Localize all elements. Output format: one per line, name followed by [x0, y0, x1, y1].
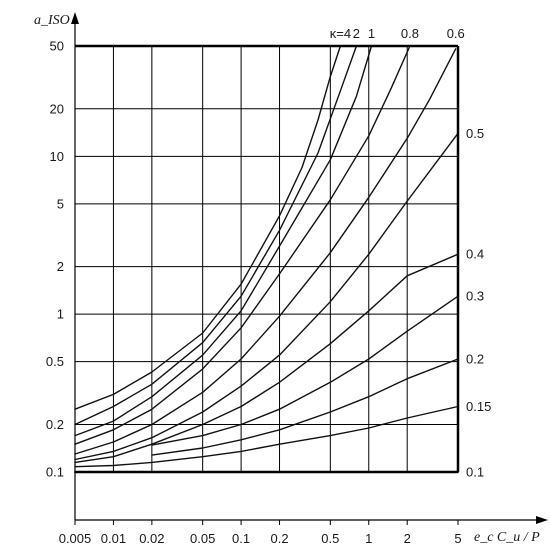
series-label: κ=4: [330, 26, 351, 41]
series-label: 0.2: [466, 351, 484, 366]
series-label: 0.1: [466, 465, 484, 480]
series-label: 2: [353, 26, 360, 41]
series-label: 1: [368, 26, 375, 41]
series-line: [74, 253, 459, 464]
series-line: [74, 48, 457, 455]
series-line: [151, 358, 459, 456]
series-labels: κ=4 2 1 0.8 0.6 0.5 0.4 0.3 0.2 0.15 0.1: [330, 26, 492, 480]
x-tick-label: 0.1: [232, 531, 250, 546]
x-tick-label: 0.05: [190, 531, 215, 546]
axes: [71, 12, 548, 525]
plot-frame: [75, 44, 460, 474]
y-axis-label: a_ISO: [34, 13, 70, 28]
x-tick-label: 0.5: [321, 531, 339, 546]
x-axis-label: e_c C_u / P: [474, 530, 540, 545]
series-line: [151, 295, 459, 446]
series-label: 0.5: [466, 126, 484, 141]
y-axis-arrow: [71, 12, 79, 24]
series-line: [74, 45, 342, 410]
series-label: 0.15: [466, 399, 491, 414]
y-tick-label: 0.1: [46, 465, 64, 480]
x-tick-label: 0.2: [270, 531, 288, 546]
series-line: [74, 45, 358, 426]
y-tick-label: 5: [57, 196, 64, 211]
y-tick-label: 2: [57, 259, 64, 274]
series-line: [74, 405, 459, 468]
x-tick-label: 5: [454, 531, 461, 546]
y-tick-label: 50: [50, 39, 64, 54]
series-label: 0.4: [466, 247, 484, 262]
x-tick-label: 0.01: [101, 531, 126, 546]
x-tick-label: 0.005: [59, 531, 92, 546]
series-line: [74, 45, 373, 437]
series-label: 0.3: [466, 289, 484, 304]
series-line: [74, 132, 459, 461]
x-tick-label: 2: [404, 531, 411, 546]
x-tick-label: 0.02: [139, 531, 164, 546]
x-tick-label: 1: [365, 531, 372, 546]
series-label: 0.8: [401, 26, 419, 41]
y-tick-label: 0.2: [46, 417, 64, 432]
series-line: [74, 45, 411, 445]
x-tick-labels: 0.005 0.01 0.02 0.05 0.1 0.2 0.5 1 2 5: [59, 531, 462, 546]
y-tick-label: 0.5: [46, 354, 64, 369]
x-axis-arrow: [536, 516, 548, 524]
y-tick-label: 20: [50, 101, 64, 116]
y-tick-labels: 0.1 0.2 0.5 1 2 5 10 20 50: [46, 39, 64, 480]
series-label: 0.6: [447, 26, 465, 41]
y-tick-label: 1: [57, 307, 64, 322]
grid-lines: [74, 45, 459, 473]
series-layer: [74, 45, 459, 473]
y-tick-label: 10: [50, 149, 64, 164]
